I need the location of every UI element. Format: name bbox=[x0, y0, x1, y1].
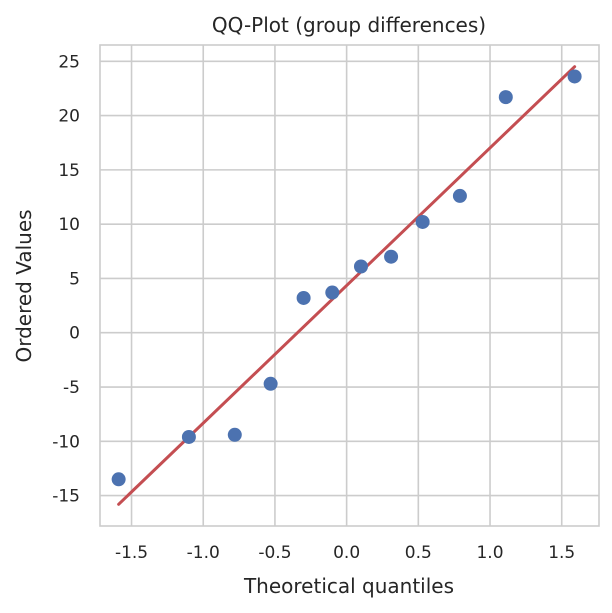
y-tick-label: 25 bbox=[58, 52, 80, 72]
fit-line-layer bbox=[117, 65, 577, 506]
y-tick-label: -5 bbox=[63, 378, 80, 398]
plot-frame bbox=[99, 44, 600, 527]
data-point bbox=[296, 290, 311, 305]
data-point bbox=[567, 69, 582, 84]
data-point bbox=[181, 429, 196, 444]
y-tick-label: -10 bbox=[52, 432, 80, 452]
fit-line bbox=[117, 65, 577, 506]
data-point bbox=[452, 188, 467, 203]
data-points bbox=[111, 69, 582, 487]
y-tick-label: 15 bbox=[58, 161, 80, 181]
data-point bbox=[263, 376, 278, 391]
grid-lines bbox=[100, 45, 599, 526]
y-tick-labels: -15 -10 -5 0 5 10 15 20 25 bbox=[52, 52, 80, 506]
data-point bbox=[325, 285, 340, 300]
x-tick-label: 1.5 bbox=[548, 543, 575, 563]
y-tick-label: 5 bbox=[69, 269, 80, 289]
x-tick-label: 0.0 bbox=[333, 543, 360, 563]
y-tick-label: 10 bbox=[58, 215, 80, 235]
data-point bbox=[111, 472, 126, 487]
x-tick-labels: -1.5 -1.0 -0.5 0.0 0.5 1.0 1.5 bbox=[115, 543, 575, 563]
chart-title: QQ-Plot (group differences) bbox=[212, 13, 486, 37]
x-tick-label: -0.5 bbox=[258, 543, 291, 563]
x-tick-label: 1.0 bbox=[476, 543, 503, 563]
y-tick-label: 20 bbox=[58, 107, 80, 127]
y-tick-label: -15 bbox=[52, 487, 80, 507]
x-tick-label: 0.5 bbox=[405, 543, 432, 563]
y-axis-title: Ordered Values bbox=[12, 209, 36, 362]
x-tick-label: -1.0 bbox=[187, 543, 220, 563]
y-tick-label: 0 bbox=[69, 324, 80, 344]
x-tick-label: -1.5 bbox=[115, 543, 148, 563]
data-point bbox=[384, 249, 399, 264]
data-point bbox=[353, 259, 368, 274]
data-point bbox=[415, 214, 430, 229]
data-point bbox=[227, 427, 242, 442]
x-axis-title: Theoretical quantiles bbox=[243, 574, 454, 598]
data-point bbox=[498, 90, 513, 105]
